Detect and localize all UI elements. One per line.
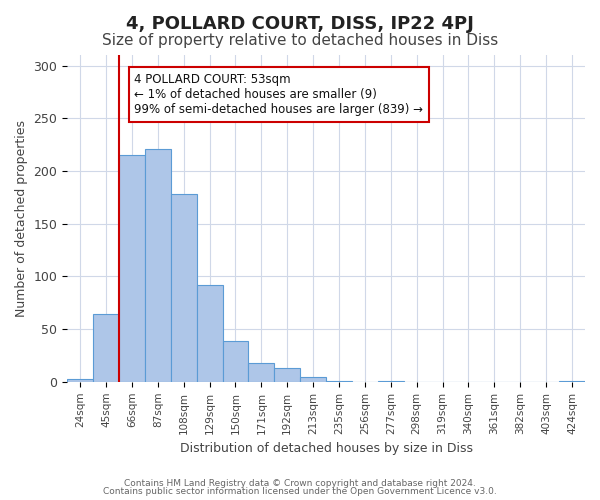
Bar: [119, 155, 145, 382]
Bar: [248, 363, 274, 382]
Bar: [223, 340, 248, 382]
Bar: [378, 381, 404, 382]
Text: 4, POLLARD COURT, DISS, IP22 4PJ: 4, POLLARD COURT, DISS, IP22 4PJ: [126, 15, 474, 33]
Bar: [274, 368, 300, 382]
Text: Contains public sector information licensed under the Open Government Licence v3: Contains public sector information licen…: [103, 487, 497, 496]
Text: Contains HM Land Registry data © Crown copyright and database right 2024.: Contains HM Land Registry data © Crown c…: [124, 478, 476, 488]
Text: Size of property relative to detached houses in Diss: Size of property relative to detached ho…: [102, 32, 498, 48]
Bar: [300, 376, 326, 382]
Bar: [559, 381, 585, 382]
Bar: [67, 378, 93, 382]
Y-axis label: Number of detached properties: Number of detached properties: [15, 120, 28, 317]
Bar: [197, 285, 223, 382]
Bar: [171, 194, 197, 382]
Text: 4 POLLARD COURT: 53sqm
← 1% of detached houses are smaller (9)
99% of semi-detac: 4 POLLARD COURT: 53sqm ← 1% of detached …: [134, 73, 424, 116]
Bar: [145, 149, 171, 382]
X-axis label: Distribution of detached houses by size in Diss: Distribution of detached houses by size …: [179, 442, 473, 455]
Bar: [326, 381, 352, 382]
Bar: [93, 314, 119, 382]
